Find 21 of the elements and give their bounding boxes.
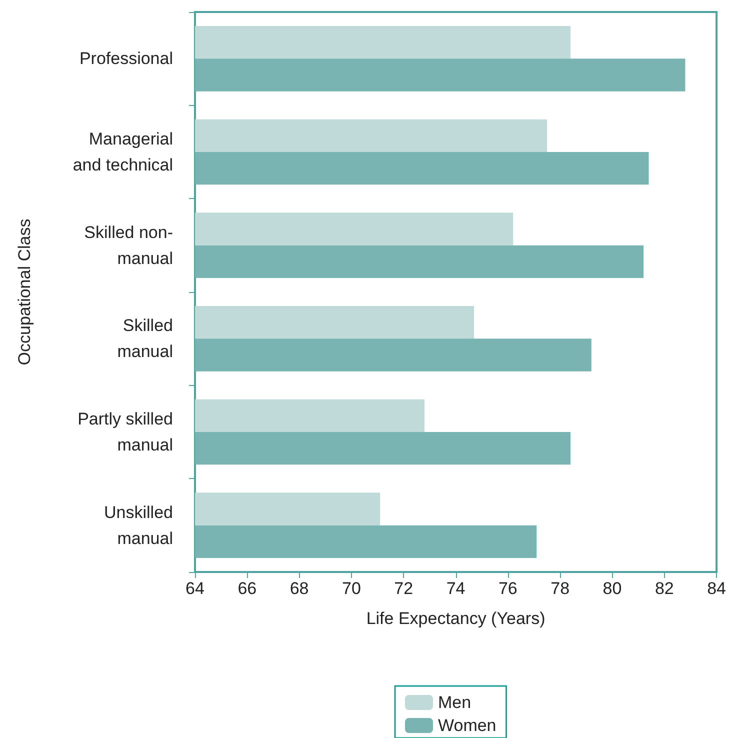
x-tick-label: 68 (290, 579, 309, 598)
x-tick-label: 64 (186, 579, 204, 598)
y-axis-title: Occupational Class (15, 218, 34, 366)
x-axis-title: Life Expectancy (Years) (366, 609, 546, 628)
x-tick-label: 84 (707, 579, 726, 598)
y-tick-label: Skilled manual (117, 316, 173, 362)
legend-label: Women (438, 716, 496, 735)
y-tick-label: Unskilled manual (104, 502, 173, 548)
x-tick-label: 82 (654, 579, 674, 598)
legend-label: Men (438, 693, 472, 712)
x-tick-label: 70 (342, 579, 361, 598)
y-tick-label: Skilled non- manual (84, 222, 173, 268)
y-tick-label: Partly skilled manual (78, 410, 173, 454)
x-tick-label: 74 (446, 579, 466, 598)
x-tick-label: 66 (238, 579, 257, 598)
x-tick-label: 80 (602, 579, 622, 598)
x-tick-label: 76 (498, 579, 518, 598)
x-tick-label: 72 (394, 579, 414, 598)
y-tick-label: Professional (79, 49, 173, 68)
y-tick-label: Managerial and technical (72, 130, 173, 174)
x-tick-label: 78 (550, 579, 570, 598)
